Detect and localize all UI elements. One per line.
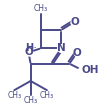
Text: CH₃: CH₃ <box>40 91 54 100</box>
Text: OH: OH <box>82 65 99 75</box>
Text: O: O <box>70 17 79 27</box>
Text: CH₃: CH₃ <box>7 91 21 100</box>
Text: CH₃: CH₃ <box>24 96 38 105</box>
Text: ··: ·· <box>32 45 37 51</box>
Text: CH₃: CH₃ <box>34 4 48 13</box>
Text: H: H <box>26 43 34 53</box>
Text: N: N <box>57 43 66 53</box>
Text: O: O <box>24 47 33 57</box>
Text: O: O <box>72 49 81 58</box>
